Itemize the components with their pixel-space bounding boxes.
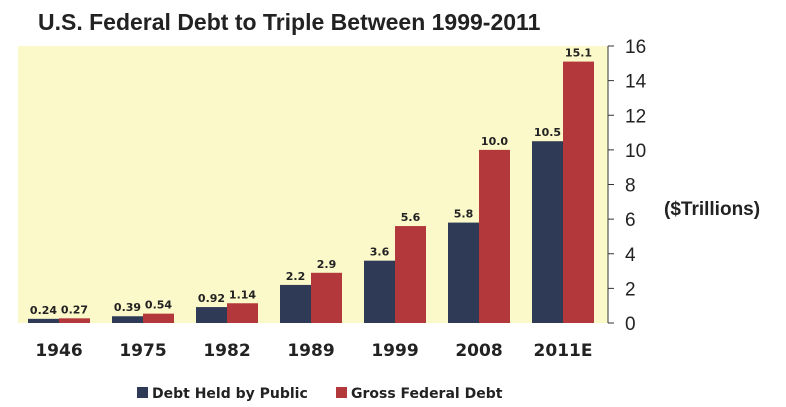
y-tick-label: 10: [625, 141, 646, 162]
bar-gross-federal-debt-1999: [395, 226, 426, 323]
bar-gross-federal-debt-1982: [227, 303, 258, 323]
chart-title: U.S. Federal Debt to Triple Between 1999…: [38, 9, 541, 35]
data-label: 3.6: [370, 246, 390, 259]
y-tick-label: 4: [625, 245, 636, 266]
bar-gross-federal-debt-1989: [311, 272, 342, 323]
data-label: 1.14: [229, 288, 256, 301]
y-axis-label: ($Trillions): [664, 199, 760, 220]
data-label: 2.2: [286, 270, 306, 283]
y-tick-label: 2: [625, 279, 636, 300]
data-label: 0.92: [198, 292, 225, 305]
bar-debt-held-by-public-1989: [280, 284, 311, 323]
x-tick-label: 1982: [203, 341, 250, 361]
bar-debt-held-by-public-1999: [364, 260, 395, 323]
bar-gross-federal-debt-1946: [59, 318, 90, 323]
data-label: 0.39: [114, 301, 141, 314]
y-tick-label: 12: [625, 106, 646, 127]
x-axis-ticks: 1946 1975 1982 1989 1999 2008 2011E: [35, 341, 592, 361]
bar-debt-held-by-public-1946: [28, 318, 59, 323]
y-tick-label: 16: [625, 37, 646, 58]
x-tick-label: 1975: [119, 341, 166, 361]
data-label: 0.27: [61, 303, 88, 316]
bar-debt-held-by-public-1982: [196, 307, 227, 323]
data-label: 0.54: [145, 299, 172, 312]
y-axis-ticks: 0 2 4 6 8 10 12 14 16: [608, 37, 647, 335]
x-tick-label: 2008: [455, 341, 502, 361]
data-label: 2.9: [317, 258, 337, 271]
legend-swatch: [137, 387, 148, 398]
bar-gross-federal-debt-1975: [143, 313, 174, 323]
x-tick-label: 1946: [35, 341, 82, 361]
bar-debt-held-by-public-2008: [448, 222, 479, 323]
bars-group: 0.24 0.27 0.39 0.54 0.92 1.14 2.2 2.9 3.6 5.6 5.8 1…: [28, 47, 594, 324]
data-label: 5.6: [401, 211, 421, 224]
bar-gross-federal-debt-2008: [479, 149, 510, 323]
bar-debt-held-by-public-1975: [112, 316, 143, 323]
x-tick-label: 1999: [371, 341, 418, 361]
legend: Debt Held by Public Gross Federal Debt: [137, 386, 503, 402]
data-label: 10.0: [481, 135, 508, 148]
bar-debt-held-by-public-2011E: [532, 141, 563, 323]
y-tick-label: 14: [625, 72, 647, 93]
data-label: 10.5: [534, 126, 561, 139]
y-tick-label: 8: [625, 176, 636, 197]
data-label: 15.1: [565, 47, 592, 60]
x-tick-label: 1989: [287, 341, 334, 361]
legend-label: Gross Federal Debt: [351, 386, 503, 402]
legend-swatch: [336, 387, 347, 398]
data-label: 5.8: [454, 208, 474, 221]
data-label: 0.24: [30, 304, 57, 317]
legend-label: Debt Held by Public: [152, 386, 308, 402]
x-tick-label: 2011E: [534, 341, 593, 361]
bar-gross-federal-debt-2011E: [563, 61, 594, 324]
y-tick-label: 6: [625, 210, 636, 231]
y-tick-label: 0: [625, 314, 636, 335]
